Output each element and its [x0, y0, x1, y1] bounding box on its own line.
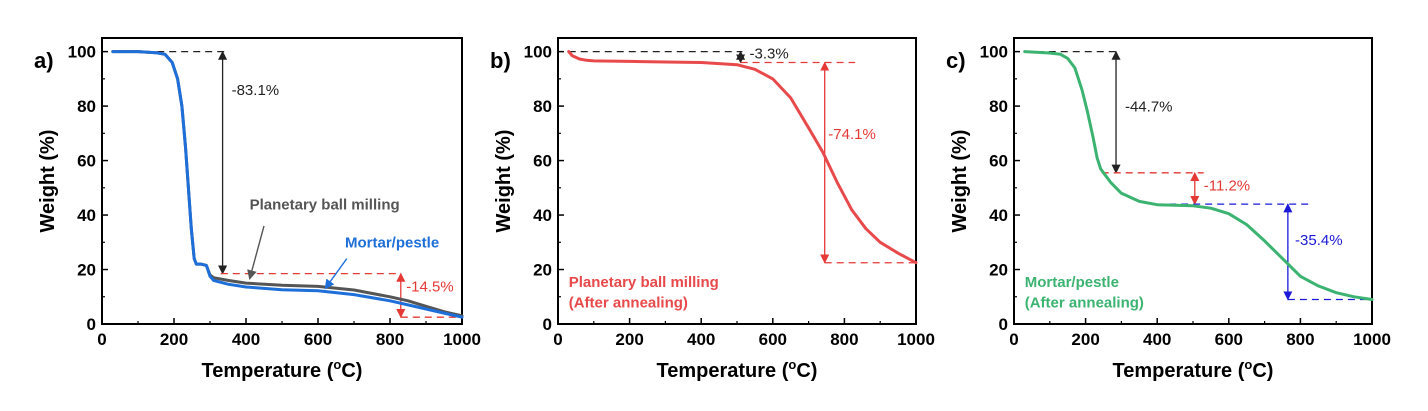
y-tick-label: 0: [87, 315, 96, 334]
x-tick-label: 200: [160, 330, 188, 349]
panel-2: 0 200 400 600 800 1000 0 20 40 60 80 100 Temperature…: [490, 37, 935, 382]
panel-label: b): [490, 48, 511, 73]
x-tick-label: 200: [1071, 330, 1099, 349]
x-axis-title-degree: o: [1244, 357, 1252, 372]
x-tick-label: 0: [97, 330, 106, 349]
x-axis-title-main: Temperature (: [202, 360, 334, 382]
x-axis-title-main: Temperature (: [1113, 360, 1245, 382]
y-tick-label: 80: [989, 97, 1008, 116]
panel-1: 0 200 400 600 800 1000 0 20 40 60 80 100 Temperature…: [34, 37, 481, 382]
series-line-2: [111, 50, 464, 319]
series-name-label: Planetary ball milling: [250, 197, 400, 214]
panel-label: c): [946, 48, 966, 73]
weight-loss-label: -3.3%: [750, 45, 789, 62]
x-axis-title-degree: o: [788, 357, 796, 372]
y-tick-label: 60: [77, 152, 96, 171]
x-axis-title: Temperature (oC): [202, 357, 363, 382]
y-axis-title: Weight (%): [493, 130, 515, 233]
panel-label: a): [34, 48, 54, 73]
y-tick-label: 100: [524, 43, 552, 62]
x-tick-label: 1000: [897, 330, 935, 349]
series-line-1: [567, 50, 918, 265]
x-tick-label: 600: [304, 330, 332, 349]
y-tick-label: 0: [543, 315, 552, 334]
series-line-1: [111, 50, 464, 318]
x-tick-label: 400: [232, 330, 260, 349]
x-axis-title-unit: C): [341, 360, 362, 382]
x-tick-label: 400: [1143, 330, 1171, 349]
weight-loss-label: -14.5%: [406, 278, 454, 295]
y-tick-label: 0: [999, 315, 1008, 334]
y-axis-title: Weight (%): [37, 130, 59, 233]
y-tick-label: 60: [989, 152, 1008, 171]
series-line-1: [1023, 50, 1374, 301]
x-axis-title: Temperature (oC): [657, 357, 818, 382]
series-pointer-arrow: [324, 258, 348, 290]
x-tick-label: 1000: [443, 330, 481, 349]
weight-loss-label: -74.1%: [828, 126, 876, 143]
series-name-label: (After annealing): [569, 295, 688, 312]
series-name-label: Mortar/pestle: [345, 235, 439, 252]
weight-loss-label: -35.4%: [1295, 232, 1343, 249]
series-name-label: Mortar/pestle: [1025, 274, 1119, 291]
x-tick-label: 800: [1286, 330, 1314, 349]
x-tick-label: 600: [1215, 330, 1243, 349]
x-axis-title-unit: C): [796, 360, 817, 382]
x-axis-title-unit: C): [1252, 360, 1273, 382]
y-tick-label: 20: [989, 261, 1008, 280]
y-tick-label: 80: [533, 97, 552, 116]
y-tick-label: 40: [989, 206, 1008, 225]
weight-loss-label: -83.1%: [232, 82, 280, 99]
series-name-label: Planetary ball milling: [569, 274, 719, 291]
y-axis-title: Weight (%): [949, 130, 971, 233]
y-tick-label: 100: [68, 43, 96, 62]
series-name-label: (After annealing): [1025, 295, 1144, 312]
y-tick-label: 40: [77, 206, 96, 225]
series-pointer-arrow: [247, 225, 265, 281]
x-tick-label: 0: [1009, 330, 1018, 349]
weight-loss-label: -44.7%: [1125, 99, 1173, 116]
x-tick-label: 1000: [1353, 330, 1391, 349]
x-axis-title-degree: o: [333, 357, 341, 372]
y-tick-label: 20: [77, 261, 96, 280]
y-tick-label: 100: [980, 43, 1008, 62]
x-tick-label: 800: [830, 330, 858, 349]
panel-3: 0 200 400 600 800 1000 0 20 40 60 80 100 Temperature…: [946, 37, 1391, 382]
x-axis-title-main: Temperature (: [657, 360, 789, 382]
x-tick-label: 400: [687, 330, 715, 349]
y-tick-label: 60: [533, 152, 552, 171]
x-tick-label: 800: [376, 330, 404, 349]
x-axis-title: Temperature (oC): [1113, 357, 1274, 382]
y-tick-label: 40: [533, 206, 552, 225]
x-tick-label: 600: [759, 330, 787, 349]
x-tick-label: 200: [615, 330, 643, 349]
y-tick-label: 80: [77, 97, 96, 116]
y-tick-label: 20: [533, 261, 552, 280]
weight-loss-label: -11.2%: [1204, 178, 1250, 195]
x-tick-label: 0: [553, 330, 562, 349]
